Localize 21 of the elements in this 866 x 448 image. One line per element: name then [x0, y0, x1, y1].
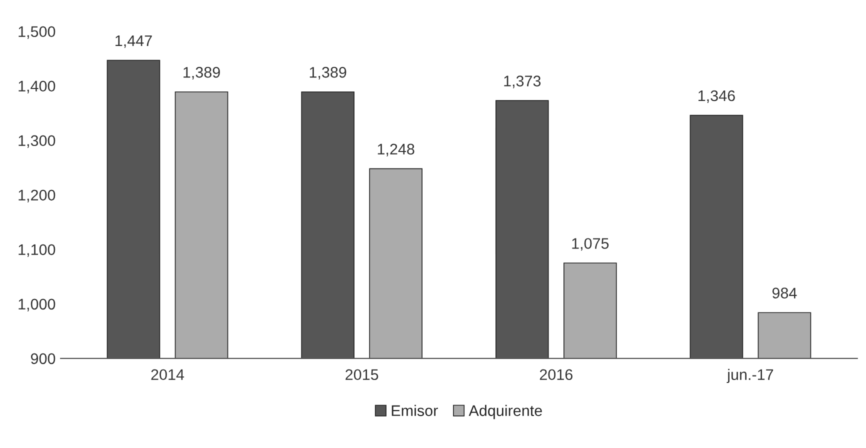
y-tick-label: 900 — [30, 353, 56, 364]
legend-label: Adquirente — [468, 404, 542, 420]
data-label: 1,389 — [310, 66, 346, 80]
y-tick-label: 1,100 — [18, 244, 56, 257]
y-tick-label: 1,300 — [18, 135, 56, 148]
y-tick-label: 1,400 — [18, 80, 56, 94]
y-tick-label: 1,500 — [18, 26, 56, 39]
data-label: 1,075 — [572, 238, 609, 251]
data-label: 984 — [772, 288, 797, 298]
data-label: 1,389 — [184, 66, 220, 80]
x-tick-label: jun.-17 — [726, 368, 774, 384]
x-tick-label: 2016 — [540, 369, 572, 380]
x-tick-label: 2015 — [346, 369, 378, 380]
data-label: 1,373 — [504, 76, 541, 88]
x-tick-label: 2014 — [151, 369, 184, 380]
data-label: 1,248 — [378, 144, 414, 156]
data-label: 1,346 — [698, 90, 735, 103]
data-label: 1,447 — [116, 35, 152, 48]
legend-label: Emisor — [392, 404, 438, 416]
y-tick-label: 1,000 — [18, 298, 56, 312]
y-tick-label: 1,200 — [18, 190, 56, 202]
